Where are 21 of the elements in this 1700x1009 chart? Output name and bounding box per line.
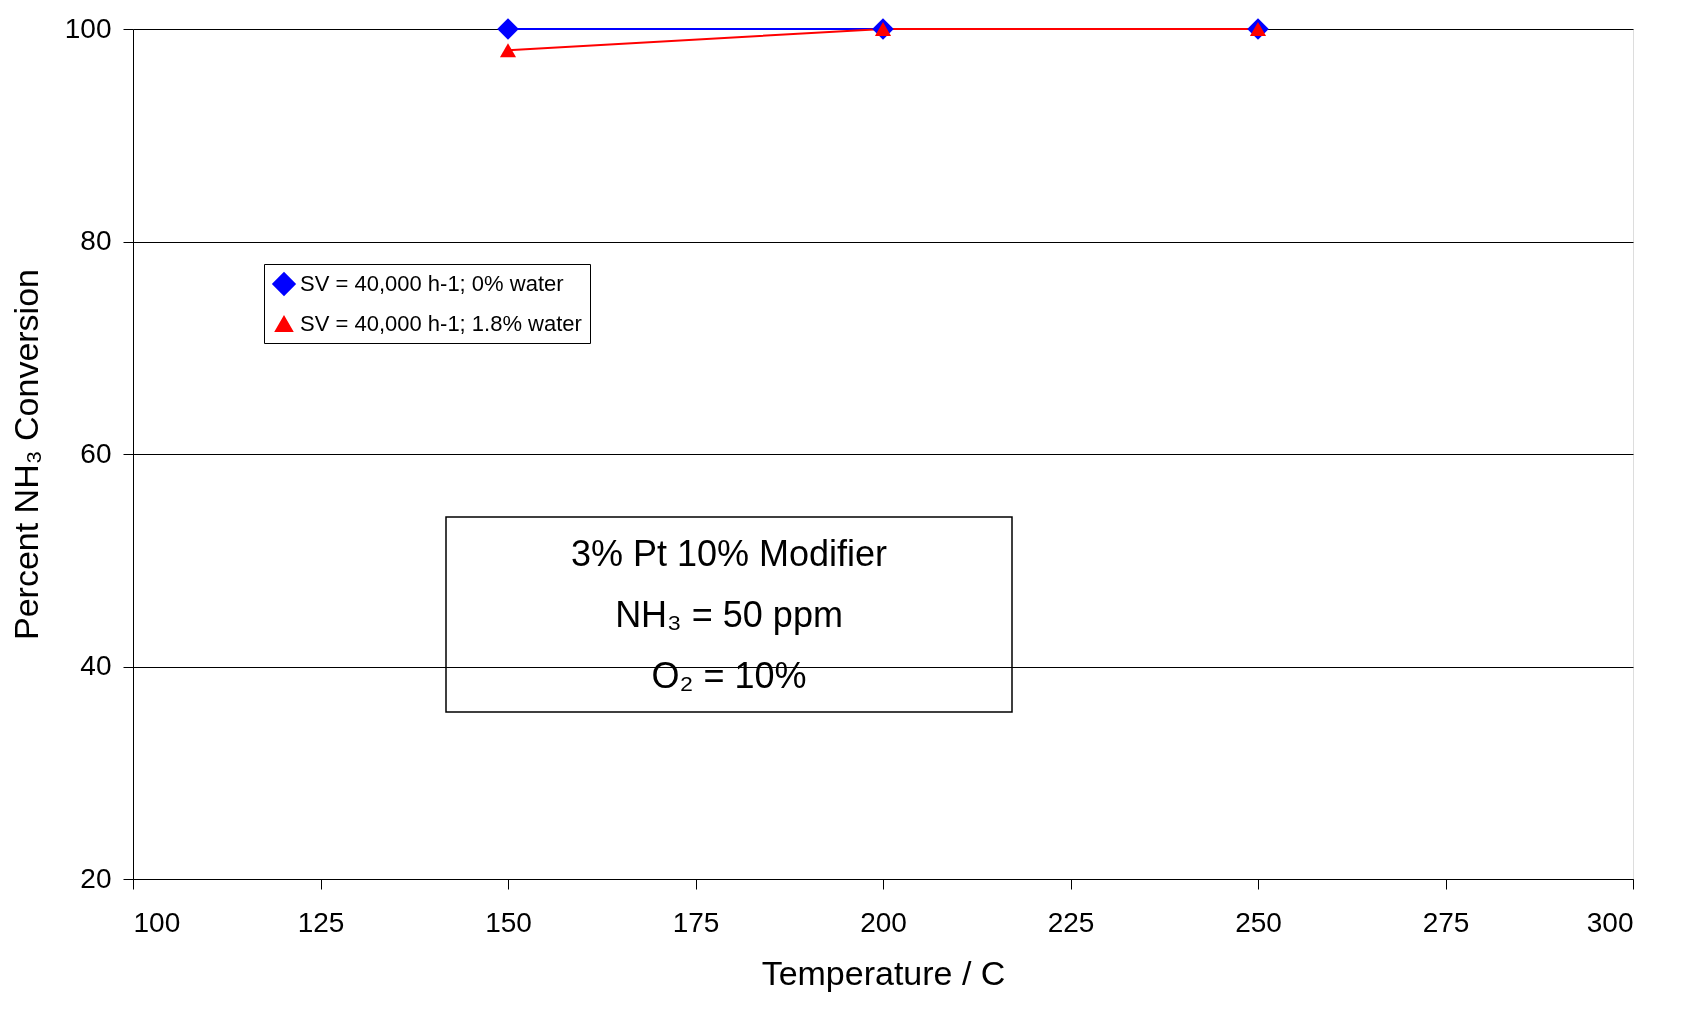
annotation: 3% Pt 10% Modifier (570, 533, 888, 574)
y-axis-title: Percent NH₃ Conversion (6, 269, 45, 640)
x-tick-label: 125 (297, 906, 345, 938)
x-tick-label: 225 (1047, 906, 1095, 938)
annotation: NH₃ = 50 ppm (615, 594, 843, 635)
annotation: O₂ = 10% (651, 655, 807, 696)
x-tick-label: 200 (860, 906, 907, 938)
y-tick-label: 80 (80, 225, 112, 256)
x-tick-label: 100 (133, 906, 181, 938)
x-tick-label: 175 (672, 906, 720, 938)
y-tick-label: 40 (80, 650, 112, 681)
y-tick-label: 60 (80, 437, 112, 469)
legend-label: SV = 40,000 h-1; 1.8% water (300, 311, 582, 336)
x-axis-title: Temperature / C (761, 953, 1006, 992)
x-tick-label: 275 (1422, 906, 1470, 938)
y-tick-label: 20 (80, 862, 112, 894)
x-tick-label: 300 (1586, 906, 1634, 938)
x-tick-label: 250 (1235, 906, 1282, 938)
x-tick-label: 150 (485, 906, 532, 938)
y-tick-label: 100 (64, 12, 112, 44)
legend-label: SV = 40,000 h-1; 0% water (300, 271, 564, 296)
